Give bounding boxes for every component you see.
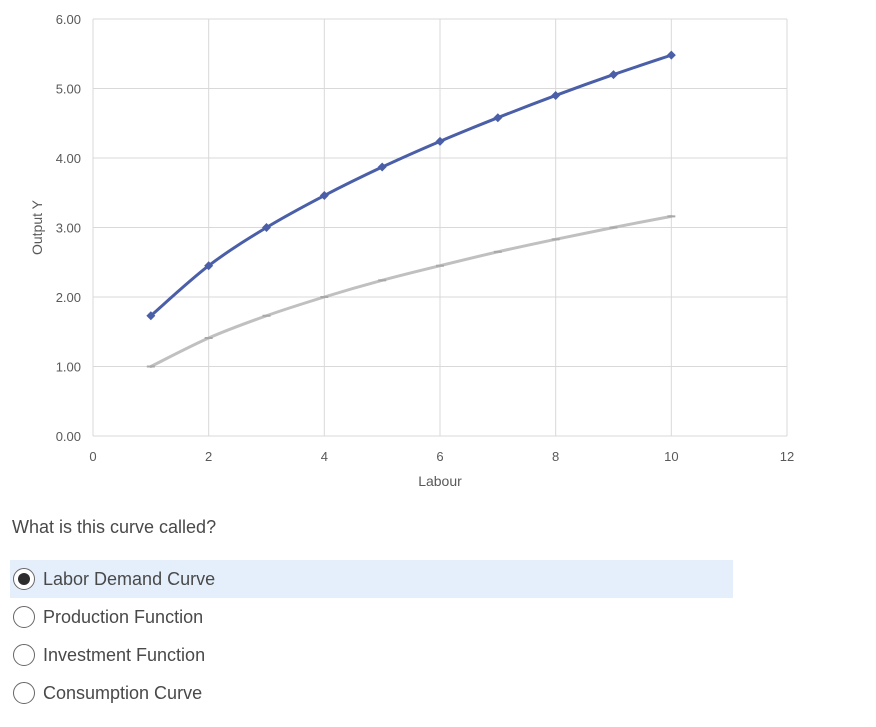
y-tick-label: 4.00 — [56, 151, 81, 166]
series-line — [149, 214, 673, 368]
data-point — [319, 191, 329, 201]
data-point — [551, 90, 561, 100]
radio-button[interactable] — [13, 644, 35, 666]
data-point — [609, 70, 618, 80]
x-tick-label: 4 — [321, 449, 328, 464]
y-tick-label: 3.00 — [56, 221, 81, 236]
y-tick-label: 6.00 — [56, 12, 81, 27]
y-tick-label: 0.00 — [56, 429, 81, 444]
data-point — [666, 50, 676, 60]
question-text: What is this curve called? — [12, 517, 217, 537]
radio-button[interactable] — [13, 682, 35, 704]
option-production-function[interactable]: Production Function — [10, 598, 733, 636]
option-label: Investment Function — [43, 644, 206, 665]
x-tick-label: 8 — [552, 449, 559, 464]
radio-button[interactable] — [13, 568, 35, 590]
option-label: Production Function — [43, 606, 204, 627]
radio-button[interactable] — [13, 606, 35, 628]
data-point — [493, 113, 503, 123]
x-tick-label: 2 — [205, 449, 212, 464]
y-tick-label: 2.00 — [56, 290, 81, 305]
data-point — [204, 261, 214, 271]
answer-options: Labor Demand Curve Production Function I… — [10, 560, 733, 712]
series-line — [149, 53, 673, 318]
x-tick-label: 6 — [436, 449, 443, 464]
x-tick-label: 10 — [664, 449, 678, 464]
option-label: Consumption Curve — [43, 682, 203, 703]
x-tick-label: 12 — [780, 449, 794, 464]
y-axis-title: Output Y — [29, 199, 45, 255]
line-chart: 0.00 1.00 2.00 3.00 4.00 5.00 6.00 0 2 4 6 8 10 12 Lab… — [29, 12, 794, 489]
x-axis-title: Labour — [418, 473, 462, 489]
option-consumption-curve[interactable]: Consumption Curve — [10, 674, 733, 712]
radio-dot — [18, 573, 30, 585]
y-tick-label: 5.00 — [56, 82, 81, 97]
option-label: Labor Demand Curve — [43, 568, 216, 589]
data-point — [262, 223, 271, 232]
x-tick-label: 0 — [89, 449, 96, 464]
y-tick-label: 1.00 — [56, 360, 81, 375]
option-labor-demand-curve[interactable]: Labor Demand Curve — [10, 560, 733, 598]
chart: 0.00 1.00 2.00 3.00 4.00 5.00 6.00 0 2 4 6 8 10 12 Lab… — [29, 12, 794, 489]
option-investment-function[interactable]: Investment Function — [10, 636, 733, 674]
data-point — [377, 162, 387, 172]
data-point — [435, 136, 445, 146]
data-point — [146, 311, 156, 321]
